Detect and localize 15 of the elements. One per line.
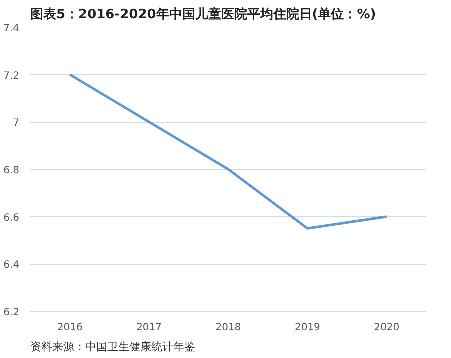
y-tick-label: 6.2 (4, 308, 20, 318)
y-tick-label: 6.6 (4, 212, 20, 224)
x-tick-label: 2019 (294, 322, 320, 334)
y-tick-label: 7.4 (4, 24, 20, 34)
x-tick-label: 2018 (216, 322, 242, 334)
y-tick-label: 6.4 (4, 260, 20, 272)
x-tick-label: 2020 (374, 322, 400, 334)
y-tick-label: 6.8 (4, 166, 20, 176)
text: 资料来源：中国卫生健康统计年鉴 (30, 340, 196, 354)
x-tick-label: 2017 (136, 322, 162, 334)
y-tick-label: 7 (13, 118, 20, 130)
chart-title: 图表5：2016-2020年中国儿童医院平均住院日(单位：%) (30, 6, 376, 22)
line-series (68, 74, 388, 230)
y-tick-label: 7.2 (4, 70, 20, 82)
x-tick-label: 2016 (57, 322, 83, 334)
